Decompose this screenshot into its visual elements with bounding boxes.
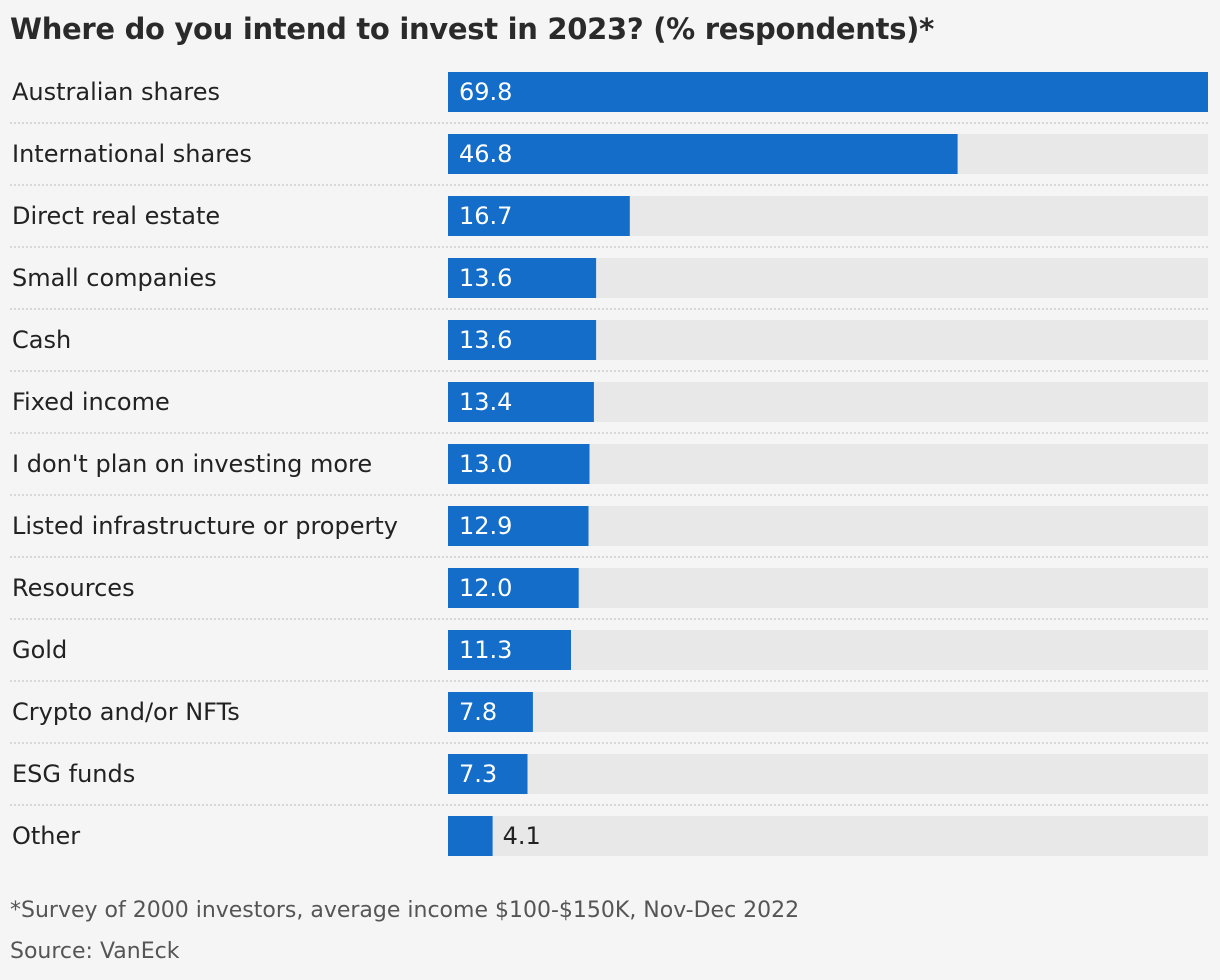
category-label: Resources [12,574,135,602]
category-label: ESG funds [12,760,135,788]
data-label: 12.0 [459,574,512,602]
bar [448,382,594,422]
bar [448,196,630,236]
data-label: 69.8 [459,78,512,106]
data-label: 13.6 [459,326,512,354]
bar [448,320,597,360]
bar [448,630,571,670]
bar [448,506,589,546]
chart-source: Source: VanEck [10,939,180,964]
bar-track [448,692,1208,732]
bar-chart: Australian shares 69.8 International share… [10,72,1208,856]
bar [448,692,533,732]
bar [448,134,958,174]
category-label: Gold [12,636,67,664]
bar [448,444,590,484]
category-label: Australian shares [12,78,220,106]
data-label: 12.9 [459,512,512,540]
category-label: Small companies [12,264,217,292]
bar [448,816,493,856]
bar [448,568,579,608]
data-label: 13.4 [459,388,512,416]
data-label: 13.6 [459,264,512,292]
category-label: Crypto and/or NFTs [12,698,240,726]
data-label: 4.1 [503,822,541,850]
data-label: 46.8 [459,140,512,168]
bar-track [448,754,1208,794]
data-label: 7.8 [459,698,497,726]
bar-track [448,816,1208,856]
category-label: Fixed income [12,388,170,416]
chart-title: Where do you intend to invest in 2023? (… [10,12,934,46]
data-label: 16.7 [459,202,512,230]
category-label: Other [12,822,80,850]
category-label: I don't plan on investing more [12,450,372,478]
category-label: Cash [12,326,71,354]
data-label: 13.0 [459,450,512,478]
category-label: International shares [12,140,252,168]
chart-footnote: *Survey of 2000 investors, average incom… [10,898,800,923]
bar [448,754,528,794]
category-label: Listed infrastructure or property [12,512,398,540]
bar-track [448,630,1208,670]
data-label: 7.3 [459,760,497,788]
bar [448,258,597,298]
category-label: Direct real estate [12,202,220,230]
data-label: 11.3 [459,636,512,664]
bar [448,72,1208,112]
